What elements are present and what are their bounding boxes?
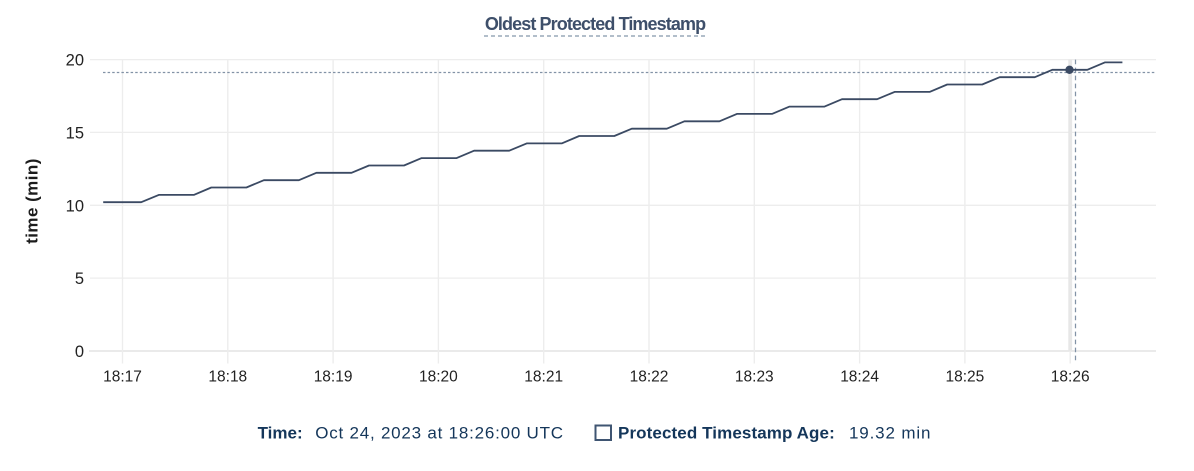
svg-text:Protected Timestamp Age:: Protected Timestamp Age:: [618, 423, 835, 442]
svg-text:18:21: 18:21: [524, 369, 563, 386]
svg-text:time (min): time (min): [23, 158, 42, 244]
svg-text:18:20: 18:20: [419, 369, 458, 386]
svg-text:18:22: 18:22: [630, 369, 669, 386]
svg-text:18:19: 18:19: [314, 369, 353, 386]
svg-text:18:25: 18:25: [946, 369, 985, 386]
svg-text:Time:: Time:: [258, 423, 303, 442]
svg-text:18:23: 18:23: [735, 369, 774, 386]
svg-text:18:24: 18:24: [840, 369, 879, 386]
svg-text:Oldest Protected Timestamp: Oldest Protected Timestamp: [485, 14, 706, 34]
svg-text:5: 5: [75, 270, 84, 288]
svg-text:20: 20: [66, 52, 84, 70]
svg-text:10: 10: [66, 197, 84, 215]
svg-text:0: 0: [75, 343, 84, 361]
svg-text:15: 15: [66, 124, 84, 142]
svg-text:18:18: 18:18: [208, 369, 247, 386]
svg-text:Oct 24, 2023 at 18:26:00 UTC: Oct 24, 2023 at 18:26:00 UTC: [315, 423, 564, 442]
svg-text:18:17: 18:17: [103, 369, 142, 386]
svg-text:18:26: 18:26: [1051, 369, 1090, 386]
svg-text:19.32 min: 19.32 min: [849, 423, 931, 442]
